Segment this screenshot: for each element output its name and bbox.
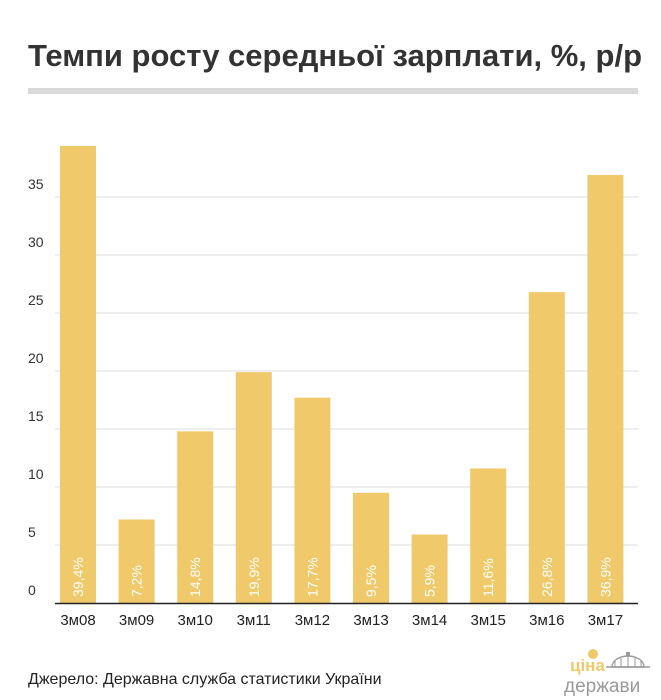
coin-icon: [588, 649, 598, 659]
y-tick-label: 5: [28, 524, 36, 540]
x-tick-label: 3м09: [119, 612, 154, 629]
parliament-dome-icon: [606, 652, 650, 668]
bar: [177, 431, 214, 603]
source-note: Джерело: Державна служба статистики Укра…: [28, 671, 382, 688]
logo-text-line2: держави: [564, 676, 640, 697]
y-tick-label: 25: [28, 292, 44, 308]
tsina-derzhavy-logo: ціна держави: [564, 649, 650, 697]
bar: [235, 372, 272, 603]
bar: [587, 174, 624, 603]
bar: [528, 292, 565, 603]
bar: [353, 492, 389, 603]
x-tick-label: 3м15: [471, 612, 506, 629]
bar-data-label: 11,6%: [480, 558, 496, 597]
y-tick-label: 20: [28, 350, 44, 366]
x-tick-label: 3м08: [60, 612, 95, 629]
y-tick-label: 15: [28, 408, 44, 424]
bar-data-label: 9,5%: [363, 565, 379, 597]
title-divider: [28, 88, 638, 94]
y-tick-label: 0: [28, 582, 36, 598]
logo-text-line1: ціна: [570, 656, 605, 675]
x-tick-label: 3м14: [412, 612, 447, 629]
bar-data-label: 19,9%: [246, 557, 262, 597]
bar: [411, 534, 448, 603]
bar-data-label: 39,4%: [70, 557, 86, 597]
x-tick-label: 3м12: [295, 612, 330, 629]
y-tick-label: 35: [28, 176, 44, 192]
x-tick-label: 3м17: [588, 612, 623, 629]
bar-data-label: 36,9%: [597, 557, 613, 597]
bar-data-label: 17,7%: [304, 557, 320, 597]
bar-data-label: 14,8%: [187, 557, 203, 597]
bar: [118, 519, 155, 603]
x-tick-label: 3м13: [353, 612, 388, 629]
bar: [470, 468, 507, 603]
y-tick-label: 10: [28, 466, 44, 482]
bar: [294, 397, 331, 603]
bar: [60, 145, 96, 603]
bar-data-label: 26,8%: [539, 557, 555, 597]
bar-data-label: 7,2%: [129, 565, 145, 597]
y-tick-label: 30: [28, 234, 44, 250]
x-tick-label: 3м10: [178, 612, 213, 629]
x-tick-label: 3м16: [529, 612, 564, 629]
chart-title: Темпи росту середньої зарплати, %, р/р: [28, 38, 643, 73]
bar-data-label: 5,9%: [422, 565, 438, 597]
x-tick-label: 3м11: [237, 612, 271, 629]
